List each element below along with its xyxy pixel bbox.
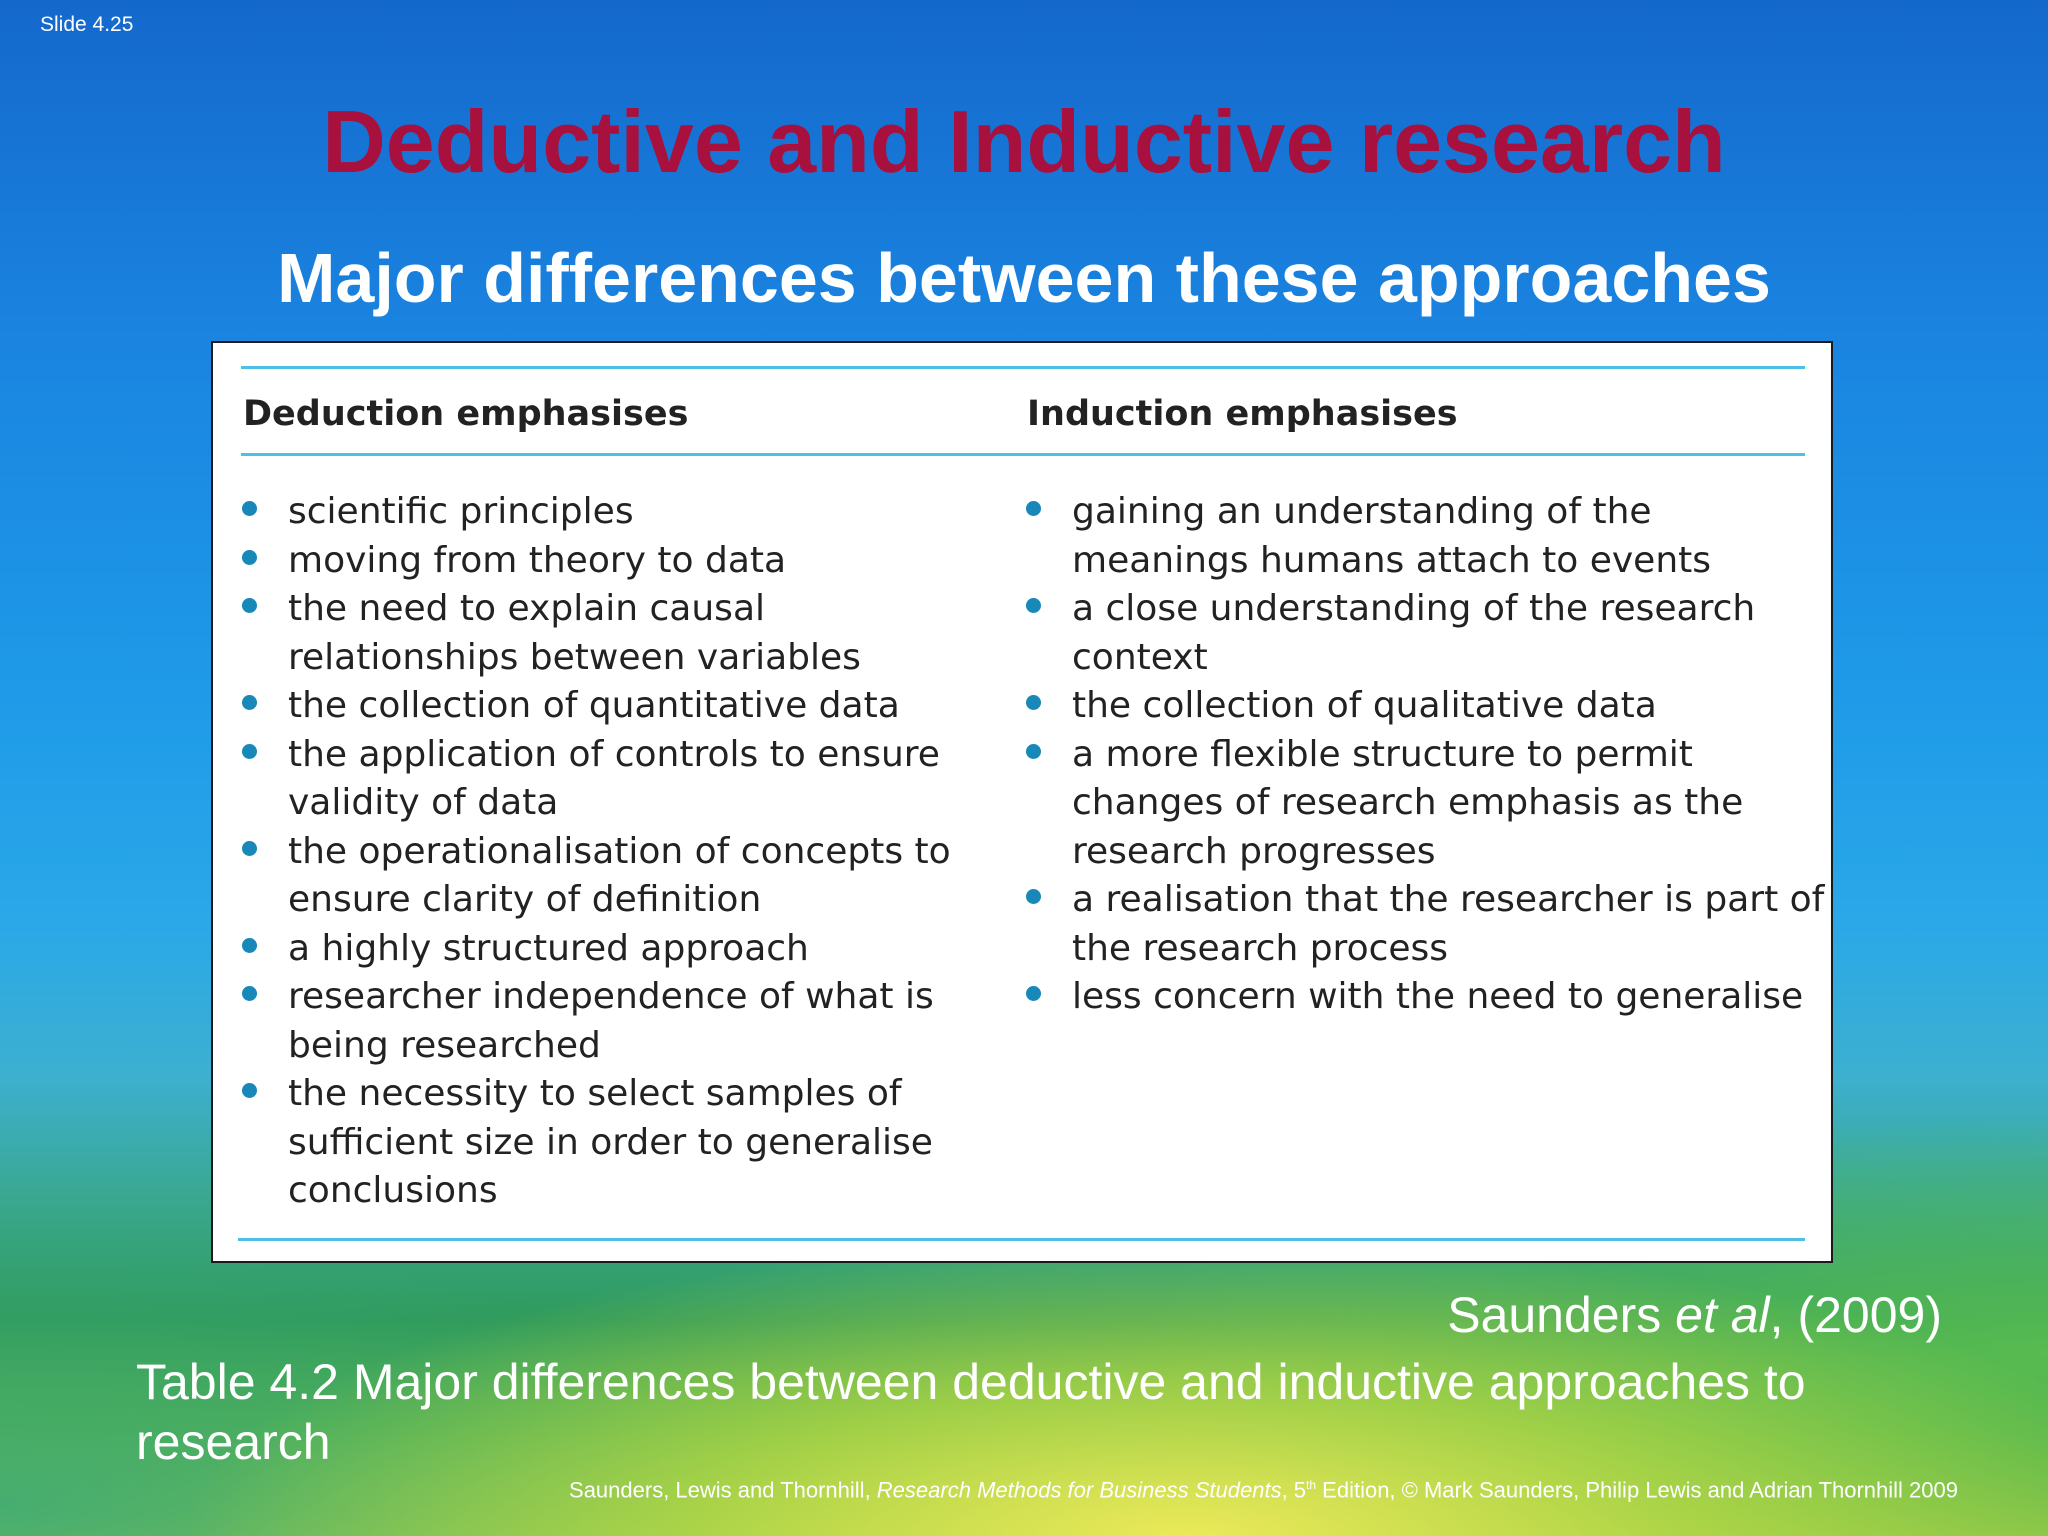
source-year: , (2009) <box>1769 1287 1942 1343</box>
list-item: the collection of qualitative data <box>1026 682 1832 731</box>
footer-authors: Saunders, Lewis and Thornhill, <box>569 1477 877 1503</box>
copyright-footer: Saunders, Lewis and Thornhill, Research … <box>569 1472 1958 1503</box>
induction-heading: Induction emphasises <box>1027 394 1458 434</box>
slide-number: Slide 4.25 <box>40 13 134 36</box>
footer-copyright: Edition, © Mark Saunders, Philip Lewis a… <box>1316 1477 1958 1503</box>
list-item: moving from theory to data <box>242 537 988 586</box>
list-item: the need to explain causal relationships… <box>242 585 988 682</box>
footer-edition-number: , 5 <box>1281 1477 1307 1503</box>
table-bottom-rule <box>238 1238 1805 1241</box>
list-item: less concern with the need to generalise <box>1026 973 1832 1022</box>
list-item: a more flexible structure to permit chan… <box>1026 731 1832 877</box>
induction-list: gaining an understanding of the meanings… <box>1026 488 1832 1022</box>
list-item: the collection of quantitative data <box>242 682 988 731</box>
source-author: Saunders <box>1447 1287 1676 1343</box>
comparison-table: Deduction emphasises Induction emphasise… <box>211 341 1833 1263</box>
list-item: a highly structured approach <box>242 925 988 974</box>
list-item: scientific principles <box>242 488 988 537</box>
deduction-list: scientific principles moving from theory… <box>242 488 988 1216</box>
list-item: the operationalisation of concepts to en… <box>242 828 988 925</box>
table-header-rule <box>241 453 1805 456</box>
list-item: researcher independence of what is being… <box>242 973 988 1070</box>
source-etal: et al <box>1675 1287 1770 1343</box>
table-top-rule <box>241 366 1805 369</box>
list-item: a realisation that the researcher is par… <box>1026 876 1832 973</box>
list-item: gaining an understanding of the meanings… <box>1026 488 1832 585</box>
slide-title: Deductive and Inductive research <box>322 92 1726 191</box>
slide-subtitle: Major differences between these approach… <box>277 239 1771 317</box>
footer-book-title: Research Methods for Business Students <box>876 1477 1282 1503</box>
list-item: the application of controls to ensure va… <box>242 731 988 828</box>
source-citation: Saunders et al, (2009) <box>1447 1285 1942 1345</box>
table-caption: Table 4.2 Major differences between dedu… <box>136 1354 1806 1470</box>
deduction-heading: Deduction emphasises <box>243 394 689 434</box>
list-item: a close understanding of the research co… <box>1026 585 1832 682</box>
list-item: the necessity to select samples of suffi… <box>242 1070 988 1216</box>
footer-edition-suffix: th <box>1306 1478 1317 1492</box>
